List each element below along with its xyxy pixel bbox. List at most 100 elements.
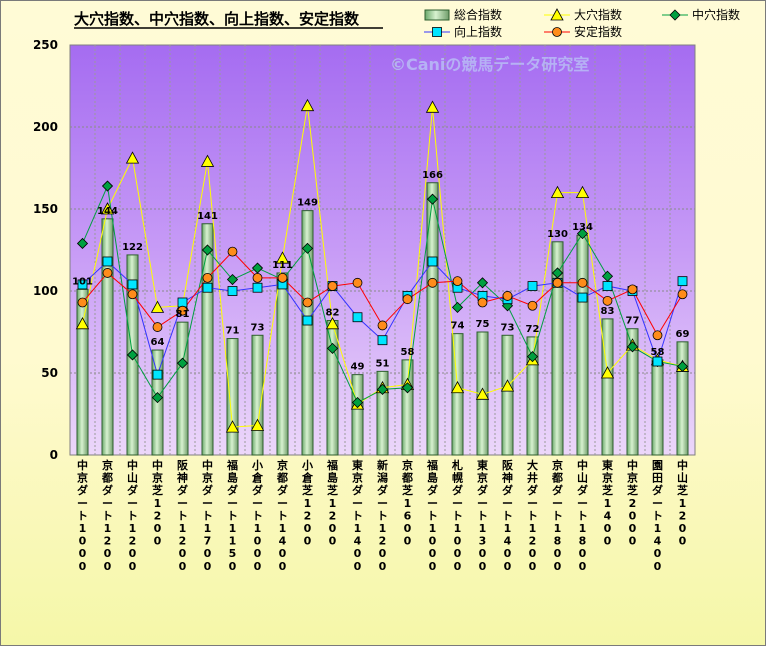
legend-label: 大穴指数 bbox=[574, 7, 622, 22]
x-category-label: 札幌ダート 1 0 0 0 bbox=[451, 458, 463, 573]
marker-square bbox=[602, 281, 613, 291]
bar-value-label: 111 bbox=[272, 260, 293, 271]
x-axis-categories: 中京ダート 1 0 0 0 京都ダート 1 2 0 0 中山ダート 1 2 0 0 中京芝 1 2 0 0 阪神ダート 1… bbox=[77, 458, 688, 573]
bar-value-label: 58 bbox=[651, 347, 665, 358]
y-tick-label: 150 bbox=[33, 202, 58, 216]
marker-diamond bbox=[476, 277, 489, 289]
marker-square bbox=[252, 282, 263, 293]
x-category-label: 京都芝 1 6 0 0 bbox=[401, 458, 413, 548]
x-category-label: 京都ダート 1 2 0 0 bbox=[101, 458, 113, 573]
x-category-label: 新潟ダート 1 2 0 0 bbox=[377, 458, 388, 573]
marker-triangle bbox=[425, 100, 440, 113]
bar-value-label: 141 bbox=[197, 211, 218, 222]
marker-triangle bbox=[250, 418, 265, 431]
bar-sogo bbox=[201, 223, 214, 456]
bar-value-label: 81 bbox=[176, 309, 190, 320]
marker-square bbox=[302, 315, 313, 326]
marker-square bbox=[177, 297, 188, 308]
bar-sogo bbox=[576, 234, 589, 456]
bar-sogo bbox=[401, 359, 414, 456]
y-tick-label: 0 bbox=[50, 448, 58, 462]
marker-triangle bbox=[125, 151, 140, 164]
marker-triangle bbox=[550, 8, 564, 21]
bar-value-label: 144 bbox=[97, 206, 118, 217]
legend-swatch-bar bbox=[424, 9, 450, 21]
marker-triangle bbox=[450, 380, 465, 394]
marker-square bbox=[427, 256, 438, 267]
grid-lines bbox=[70, 45, 695, 455]
marker-diamond bbox=[301, 242, 314, 254]
marker-diamond bbox=[351, 396, 364, 409]
marker-diamond bbox=[151, 392, 164, 404]
marker-circle bbox=[252, 272, 263, 283]
marker-square bbox=[352, 312, 363, 323]
bar-sogo bbox=[451, 333, 464, 456]
marker-triangle bbox=[100, 202, 115, 215]
bar-value-label: 75 bbox=[476, 319, 490, 330]
bar-value-label: 74 bbox=[451, 321, 465, 332]
marker-diamond bbox=[201, 244, 214, 256]
marker-circle bbox=[102, 268, 113, 278]
bar-value-label: 69 bbox=[676, 329, 690, 340]
marker-circle bbox=[202, 272, 213, 283]
marker-triangle bbox=[75, 316, 90, 330]
bar-sogo bbox=[601, 318, 614, 456]
bar-value-label: 72 bbox=[526, 324, 540, 335]
bar-value-label: 166 bbox=[422, 170, 443, 181]
bar-value-label: 73 bbox=[251, 322, 265, 333]
x-category-label: 京都ダート 1 4 0 0 bbox=[276, 458, 288, 573]
y-tick-label: 100 bbox=[33, 284, 58, 298]
marker-square bbox=[432, 27, 442, 37]
marker-circle bbox=[302, 297, 313, 308]
marker-square bbox=[577, 292, 588, 303]
marker-diamond bbox=[126, 349, 139, 361]
marker-circle bbox=[77, 297, 88, 308]
x-category-label: 中山芝 1 2 0 0 bbox=[677, 458, 688, 548]
bar-sogo bbox=[626, 328, 639, 456]
bar-sogo bbox=[351, 374, 364, 456]
bar-sogo bbox=[251, 334, 264, 456]
legend-label: 向上指数 bbox=[454, 24, 502, 39]
data-labels: 101 144 122 64 81 141 71 73 111 149 82 49 51 58 166 74 7… bbox=[72, 170, 689, 373]
bar-value-label: 122 bbox=[122, 242, 143, 253]
legend-label: 総合指数 bbox=[454, 7, 502, 22]
bar-sogo bbox=[426, 182, 439, 456]
marker-square bbox=[127, 279, 138, 290]
chart-title: 大穴指数、中穴指数、向上指数、安定指数 bbox=[74, 10, 360, 28]
marker-circle bbox=[377, 320, 388, 331]
marker-circle bbox=[427, 277, 438, 288]
x-category-label: 東京ダート 1 4 0 0 bbox=[352, 458, 364, 573]
marker-diamond bbox=[176, 357, 189, 369]
bar-sogo bbox=[526, 336, 539, 456]
bar-value-label: 58 bbox=[401, 347, 415, 358]
marker-diamond bbox=[669, 9, 681, 21]
x-category-label: 東京芝 1 4 0 0 bbox=[602, 458, 614, 548]
bar-value-label: 51 bbox=[376, 358, 390, 369]
x-category-label: 福島ダート 1 0 0 0 bbox=[426, 458, 438, 573]
x-category-label: 中京ダート 1 0 0 0 bbox=[77, 458, 88, 573]
marker-circle bbox=[677, 289, 688, 300]
marker-triangle bbox=[225, 420, 240, 433]
marker-circle bbox=[277, 272, 288, 283]
marker-square bbox=[202, 282, 213, 293]
x-category-label: 中京芝 1 2 0 0 bbox=[152, 458, 163, 548]
marker-circle bbox=[652, 330, 663, 341]
bar-sogo bbox=[376, 370, 389, 456]
marker-triangle bbox=[475, 387, 490, 400]
y-tick-label: 200 bbox=[33, 120, 58, 134]
marker-square bbox=[152, 369, 163, 380]
bar-value-label: 82 bbox=[326, 308, 340, 319]
marker-triangle bbox=[550, 185, 565, 199]
bar-sogo bbox=[101, 218, 114, 456]
x-category-label: 阪神ダート 1 4 0 0 bbox=[502, 458, 514, 573]
x-category-label: 東京ダート 1 3 0 0 bbox=[477, 458, 489, 573]
bar-value-label: 73 bbox=[501, 322, 515, 333]
marker-diamond bbox=[376, 383, 389, 395]
marker-diamond bbox=[526, 351, 539, 363]
marker-square bbox=[77, 279, 88, 290]
marker-diamond bbox=[226, 273, 239, 286]
marker-square bbox=[527, 281, 538, 291]
marker-triangle bbox=[200, 154, 215, 167]
marker-circle bbox=[602, 295, 613, 306]
